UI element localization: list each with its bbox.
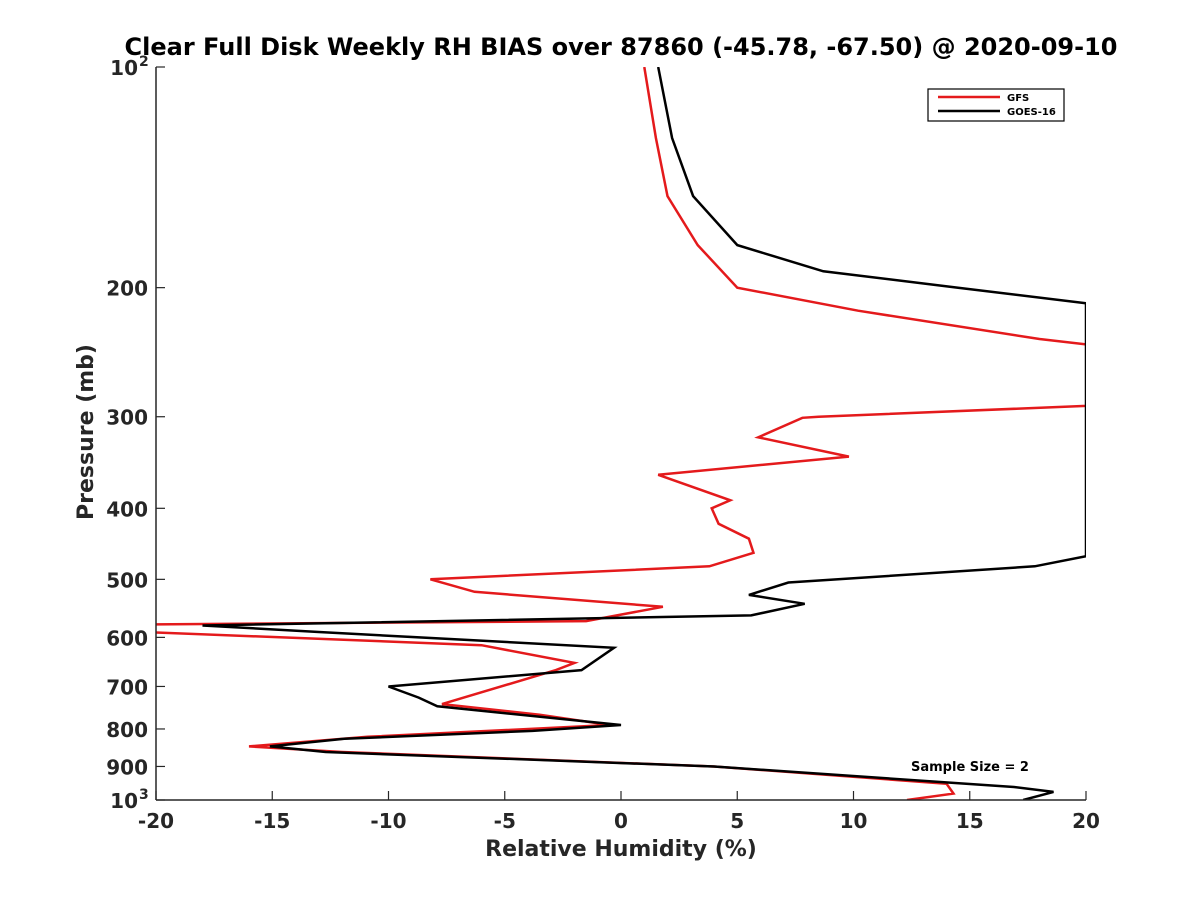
y-tick-label: 300	[106, 406, 148, 430]
x-tick-label: -15	[254, 809, 290, 833]
y-axis-label: Pressure (mb)	[74, 344, 99, 520]
y-tick-label: 400	[106, 497, 148, 521]
x-tick-label: -5	[494, 809, 516, 833]
y-tick-label: 10	[110, 56, 138, 80]
legend-label: GOES-16	[1007, 107, 1056, 118]
chart-title: Clear Full Disk Weekly RH BIAS over 8786…	[125, 33, 1118, 61]
x-axis-label: Relative Humidity (%)	[485, 837, 757, 862]
x-tick-label: -20	[138, 809, 174, 833]
x-tick-label: 5	[730, 809, 744, 833]
x-tick-label: 20	[1072, 809, 1100, 833]
y-tick-label: 500	[106, 568, 148, 592]
legend-label: GFS	[1007, 93, 1029, 104]
y-tick-label: 800	[106, 718, 148, 742]
sample-size-annotation: Sample Size = 2	[911, 760, 1029, 775]
series-line-goes-16	[202, 67, 1086, 800]
x-tick-label: -10	[370, 809, 406, 833]
y-tick-label: 600	[106, 626, 148, 650]
legend: GFS GOES-16	[927, 88, 1065, 122]
y-tick-label: 200	[106, 277, 148, 301]
x-tick-label: 10	[840, 809, 868, 833]
y-tick-exponent: 2	[139, 54, 149, 70]
y-tick-exponent: 3	[139, 787, 149, 803]
y-tick-label: 10	[110, 789, 138, 813]
x-tick-label: 15	[956, 809, 984, 833]
series-line-gfs	[156, 67, 1086, 800]
y-tick-label: 900	[106, 755, 148, 779]
y-tick-label: 700	[106, 675, 148, 699]
x-tick-label: 0	[614, 809, 628, 833]
